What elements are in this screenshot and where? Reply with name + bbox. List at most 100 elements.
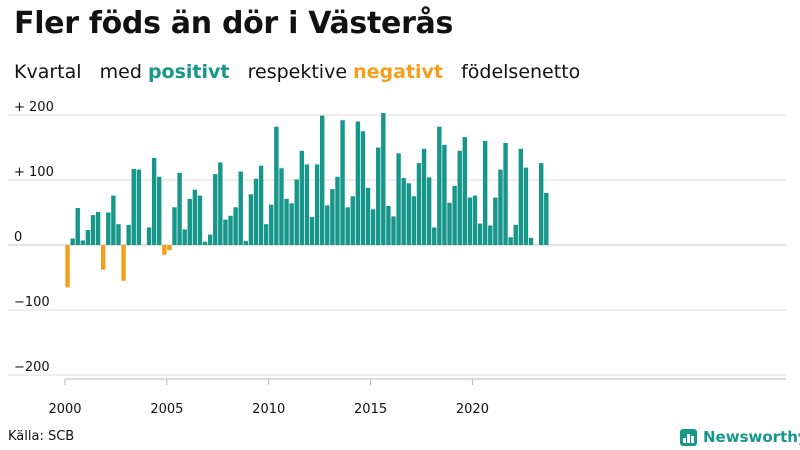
- bar: [498, 169, 503, 245]
- bar: [355, 121, 361, 245]
- bar: [391, 216, 396, 245]
- bar: [365, 187, 371, 245]
- bar: [294, 179, 299, 245]
- bar: [381, 113, 386, 245]
- bar: [482, 141, 488, 245]
- x-tick-label: 2015: [354, 402, 387, 417]
- bar: [376, 147, 381, 245]
- bar: [182, 229, 187, 245]
- bar: [345, 207, 350, 245]
- subtitle-text-3: födelsenetto: [442, 61, 581, 83]
- bar: [162, 245, 167, 255]
- bar: [90, 215, 96, 245]
- bar: [187, 198, 192, 245]
- bar: [238, 171, 243, 245]
- bar: [472, 195, 478, 245]
- bar: [330, 189, 335, 245]
- bar: [106, 212, 111, 245]
- bar: [370, 209, 376, 245]
- bar: [457, 150, 462, 245]
- bar: [386, 206, 391, 245]
- bar: [100, 245, 106, 270]
- bar: [263, 224, 269, 245]
- bar: [172, 207, 177, 245]
- bar: [279, 168, 284, 245]
- bar: [360, 131, 366, 245]
- bar: [248, 194, 254, 245]
- bar: [75, 207, 80, 245]
- bar: [136, 169, 142, 245]
- bar: [314, 164, 320, 245]
- bar: [207, 234, 213, 245]
- bar: [411, 196, 417, 245]
- x-tick-label: 2010: [252, 402, 285, 417]
- bar: [432, 227, 437, 245]
- subtitle-text-2: respektive: [229, 61, 354, 83]
- bar: [202, 241, 208, 245]
- bar: [304, 164, 310, 245]
- bar: [447, 202, 452, 245]
- bar: [396, 153, 401, 245]
- bar: [85, 230, 91, 245]
- bar: [401, 178, 406, 245]
- bar: [508, 237, 513, 245]
- bar: [146, 227, 152, 245]
- bar: [493, 197, 498, 245]
- bar: [243, 241, 249, 245]
- bar: [523, 167, 529, 245]
- bar: [421, 148, 427, 245]
- bar: [228, 215, 233, 245]
- bar: [335, 176, 340, 245]
- bar: [518, 148, 524, 245]
- y-tick-label: −200: [14, 360, 50, 375]
- newsworthy-logo: Newsworthy: [680, 427, 800, 447]
- bar: [65, 245, 70, 288]
- bar: [218, 162, 223, 245]
- y-tick-label: 0: [14, 230, 22, 245]
- bar-chart-logo-icon: [680, 428, 697, 446]
- bar: [299, 150, 305, 245]
- bar: [452, 185, 457, 245]
- bar: [416, 163, 422, 245]
- bar: [151, 157, 157, 245]
- bar: [197, 195, 203, 245]
- y-tick-label: + 200: [14, 100, 54, 115]
- x-tick-label: 2000: [48, 402, 81, 417]
- bar: [437, 126, 442, 245]
- bar: [213, 174, 218, 245]
- bar: [406, 183, 411, 245]
- bar: [477, 223, 483, 245]
- bar: [253, 178, 259, 245]
- bar: [350, 196, 355, 245]
- bar: [528, 237, 534, 245]
- bar: [157, 176, 162, 245]
- subtitle-negative: negativt: [353, 61, 443, 83]
- x-tick-label: 2020: [456, 402, 489, 417]
- y-tick-label: −100: [14, 295, 50, 310]
- bar: [223, 219, 228, 245]
- y-tick-label: + 100: [14, 165, 54, 180]
- chart-subtitle: Kvartal med positivt respektive negativt…: [14, 61, 580, 83]
- bar: [442, 144, 447, 245]
- bar: [177, 172, 182, 245]
- bar: [467, 197, 473, 245]
- subtitle-text-1: Kvartal med: [14, 61, 148, 83]
- bar: [319, 115, 325, 246]
- bar: [95, 211, 101, 245]
- bar: [80, 240, 86, 245]
- bar: [126, 224, 131, 245]
- bar: [289, 203, 294, 245]
- bar: [192, 189, 198, 245]
- bar: [167, 245, 172, 251]
- bar: [340, 120, 345, 245]
- source-label: Källa: SCB: [8, 429, 75, 444]
- bar: [258, 165, 264, 245]
- bar: [269, 204, 274, 245]
- bar: [309, 217, 315, 245]
- bar: [488, 225, 493, 245]
- bar: [513, 224, 518, 245]
- bar: [284, 198, 289, 245]
- bar: [426, 177, 432, 245]
- bar: [121, 245, 126, 281]
